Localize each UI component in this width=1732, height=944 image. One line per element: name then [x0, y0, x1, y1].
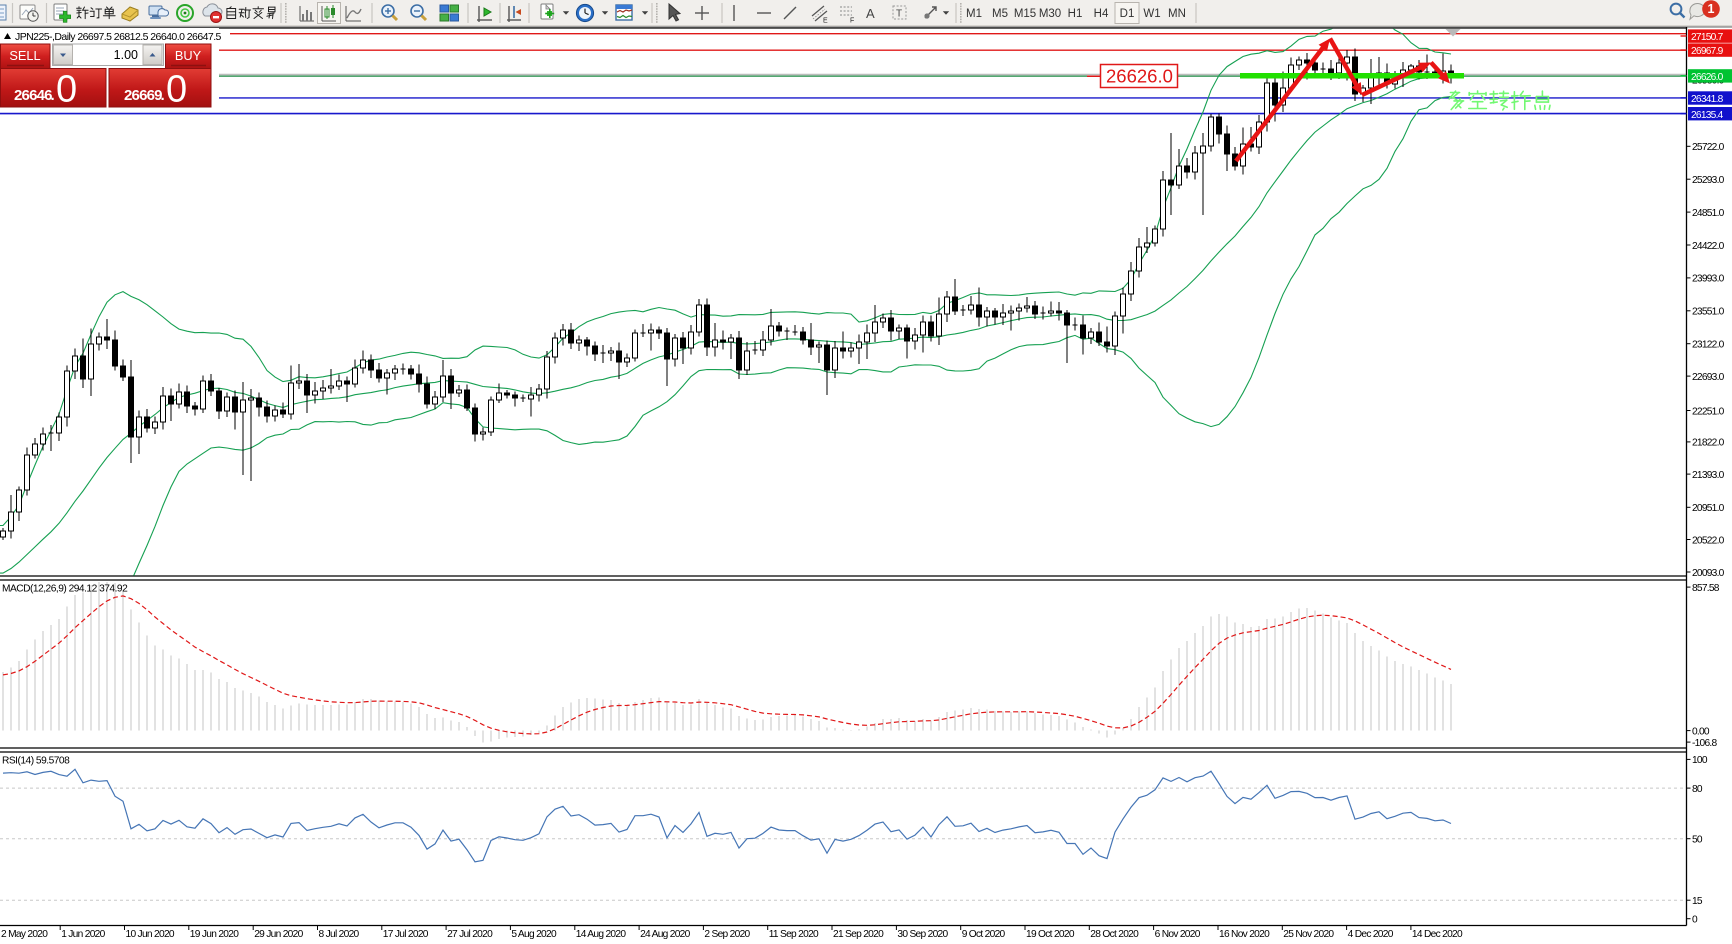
svg-text:W1: W1 [1143, 8, 1160, 20]
svg-text:27 Jul 2020: 27 Jul 2020 [447, 929, 493, 940]
svg-text:9 Oct 2020: 9 Oct 2020 [962, 929, 1006, 940]
svg-text:50: 50 [1692, 835, 1703, 846]
svg-text:16 Nov 2020: 16 Nov 2020 [1219, 929, 1270, 940]
svg-text:RSI(14) 59.5708: RSI(14) 59.5708 [2, 756, 70, 767]
svg-text:M5: M5 [992, 8, 1008, 20]
svg-text:23122.0: 23122.0 [1692, 340, 1725, 351]
svg-text:14 Dec 2020: 14 Dec 2020 [1412, 929, 1463, 940]
svg-text:M30: M30 [1039, 8, 1061, 20]
svg-text:20951.0: 20951.0 [1692, 503, 1725, 514]
svg-text:23551.0: 23551.0 [1692, 307, 1725, 318]
svg-text:25722.0: 25722.0 [1692, 142, 1725, 153]
svg-text:17 Jul 2020: 17 Jul 2020 [383, 929, 429, 940]
svg-text:D1: D1 [1120, 8, 1135, 20]
svg-text:20522.0: 20522.0 [1692, 535, 1725, 546]
svg-text:19 Jun 2020: 19 Jun 2020 [190, 929, 239, 940]
svg-text:H4: H4 [1094, 8, 1109, 20]
svg-text:23993.0: 23993.0 [1692, 274, 1725, 285]
svg-text:8 Jul 2020: 8 Jul 2020 [319, 929, 360, 940]
svg-text:.: . [51, 87, 55, 104]
svg-text:1 Jun 2020: 1 Jun 2020 [61, 929, 105, 940]
svg-text:11 Sep 2020: 11 Sep 2020 [769, 929, 819, 940]
svg-text:26646: 26646 [14, 87, 52, 104]
svg-text:22693.0: 22693.0 [1692, 372, 1725, 383]
svg-text:E: E [823, 18, 828, 25]
svg-text:21393.0: 21393.0 [1692, 470, 1725, 481]
svg-text:T: T [896, 9, 902, 20]
svg-text:.: . [161, 87, 165, 104]
svg-text:25 Nov 2020: 25 Nov 2020 [1283, 929, 1334, 940]
svg-text:5 Aug 2020: 5 Aug 2020 [511, 929, 557, 940]
svg-text:80: 80 [1692, 784, 1703, 795]
svg-text:SELL: SELL [9, 48, 40, 63]
svg-text:MN: MN [1168, 8, 1186, 20]
svg-text:-106.8: -106.8 [1692, 738, 1717, 749]
svg-text:22251.0: 22251.0 [1692, 406, 1725, 417]
svg-text:6 Nov 2020: 6 Nov 2020 [1155, 929, 1201, 940]
svg-text:24422.0: 24422.0 [1692, 241, 1725, 252]
svg-text:24851.0: 24851.0 [1692, 208, 1725, 219]
svg-text:A: A [866, 6, 875, 21]
svg-text:1.00: 1.00 [114, 48, 138, 62]
svg-text:M15: M15 [1014, 8, 1036, 20]
svg-text:F: F [850, 18, 854, 25]
svg-text:26669: 26669 [124, 87, 162, 104]
svg-text:JPN225-,Daily 26697.5 26812.5: JPN225-,Daily 26697.5 26812.5 26640.0 26… [15, 31, 222, 43]
svg-text:100: 100 [1692, 755, 1708, 766]
svg-text:26341.8: 26341.8 [1691, 94, 1724, 105]
svg-text:30 Sep 2020: 30 Sep 2020 [897, 929, 948, 940]
svg-text:26135.4: 26135.4 [1691, 110, 1724, 121]
svg-text:28 Oct 2020: 28 Oct 2020 [1090, 929, 1139, 940]
svg-text:M1: M1 [966, 8, 982, 20]
svg-text:2 Sep 2020: 2 Sep 2020 [704, 929, 750, 940]
svg-text:21 Sep 2020: 21 Sep 2020 [833, 929, 884, 940]
svg-text:10 Jun 2020: 10 Jun 2020 [126, 929, 175, 940]
svg-text:0.00: 0.00 [1692, 726, 1710, 737]
svg-text:24 Aug 2020: 24 Aug 2020 [640, 929, 691, 940]
svg-text:MACD(12,26,9) 294.12 374.92: MACD(12,26,9) 294.12 374.92 [2, 584, 128, 595]
svg-text:H1: H1 [1068, 8, 1083, 20]
svg-text:0: 0 [166, 69, 187, 111]
svg-text:29 Jun 2020: 29 Jun 2020 [254, 929, 303, 940]
svg-text:26626.0: 26626.0 [1106, 66, 1173, 87]
svg-text:19 Oct 2020: 19 Oct 2020 [1026, 929, 1075, 940]
svg-text:0: 0 [56, 69, 77, 111]
svg-text:0: 0 [1692, 915, 1698, 926]
svg-text:27150.7: 27150.7 [1691, 32, 1724, 43]
svg-text:26626.0: 26626.0 [1691, 72, 1724, 83]
svg-text:25293.0: 25293.0 [1692, 175, 1725, 186]
svg-text:26967.9: 26967.9 [1691, 46, 1724, 57]
svg-text:1: 1 [1708, 2, 1715, 16]
svg-text:21822.0: 21822.0 [1692, 438, 1725, 449]
svg-text:BUY: BUY [175, 48, 202, 63]
svg-text:857.58: 857.58 [1692, 583, 1720, 594]
svg-text:2 May 2020: 2 May 2020 [1, 929, 48, 940]
svg-text:15: 15 [1692, 896, 1703, 907]
svg-text:20093.0: 20093.0 [1692, 568, 1725, 579]
svg-text:4 Dec 2020: 4 Dec 2020 [1348, 929, 1394, 940]
svg-text:14 Aug 2020: 14 Aug 2020 [576, 929, 627, 940]
